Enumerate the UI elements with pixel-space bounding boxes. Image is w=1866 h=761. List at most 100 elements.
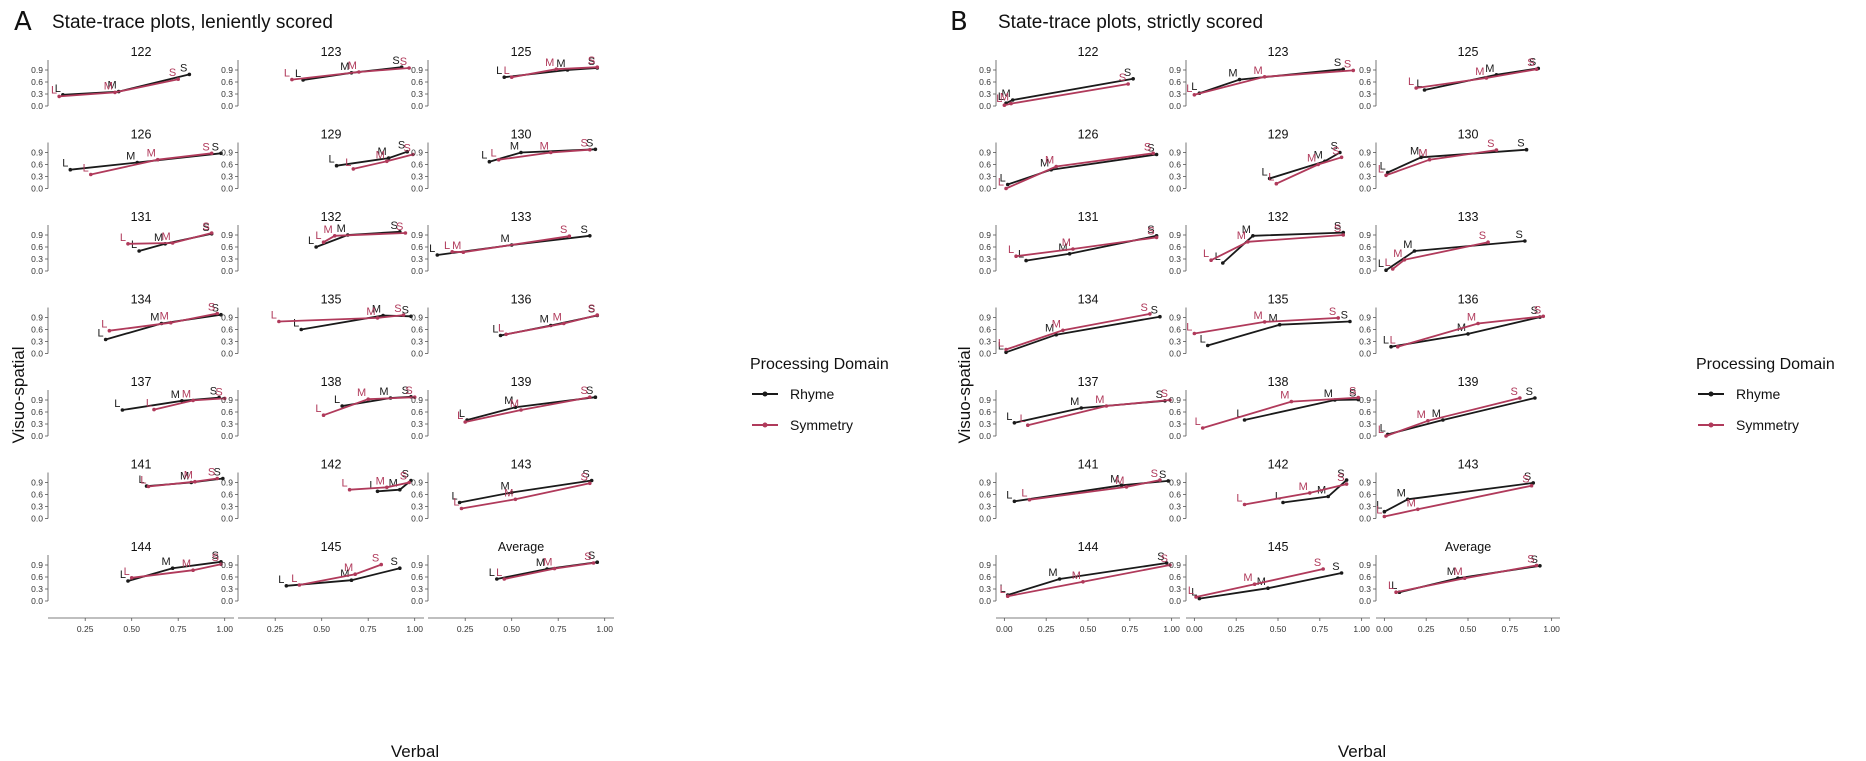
point-label-symmetry: S — [1527, 553, 1534, 565]
point-label-rhyme: S — [1151, 305, 1158, 317]
point-label-rhyme: L — [451, 491, 457, 503]
point-label-rhyme: L — [492, 324, 498, 336]
data-point-rhyme — [1422, 88, 1427, 92]
point-label-symmetry: L — [1388, 580, 1394, 592]
facet-title: 142 — [1268, 458, 1289, 472]
point-label-rhyme: S — [582, 469, 589, 481]
y-tick-label: 0.3 — [1169, 502, 1181, 512]
point-label-rhyme: L — [1376, 500, 1382, 512]
y-tick-label: 0.0 — [31, 431, 43, 441]
series-line-symmetry — [1195, 568, 1324, 598]
facet-title: 135 — [321, 293, 342, 307]
point-label-rhyme: L — [998, 91, 1004, 103]
data-point-symmetry — [1014, 254, 1018, 258]
point-label-symmetry: L — [453, 497, 459, 509]
data-point-rhyme — [1412, 249, 1417, 253]
data-point-symmetry — [1025, 423, 1030, 428]
point-label-symmetry: S — [372, 553, 379, 565]
point-label-rhyme: M — [510, 141, 519, 153]
data-point-symmetry — [1316, 162, 1320, 167]
data-point-symmetry — [1158, 478, 1162, 482]
facet-title: 144 — [1078, 540, 1099, 554]
point-label-symmetry: S — [1522, 474, 1529, 486]
y-tick-label: 0.9 — [1359, 560, 1371, 570]
point-label-rhyme: S — [1531, 554, 1538, 566]
y-tick-label: 0.9 — [1169, 560, 1181, 570]
facet-title: 136 — [1458, 293, 1479, 307]
y-tick-label: 0.3 — [221, 254, 233, 264]
point-label-symmetry: M — [1280, 390, 1289, 402]
x-tick-label: 0.25 — [1038, 624, 1055, 634]
x-tick-label: 0.00 — [996, 624, 1013, 634]
point-label-rhyme: L — [1000, 173, 1006, 185]
data-point-symmetry — [1005, 594, 1010, 598]
y-tick-label: 0.3 — [1359, 502, 1371, 512]
data-point-rhyme — [1382, 509, 1387, 514]
facet-title: 137 — [131, 375, 152, 389]
y-tick-label: 0.6 — [979, 325, 991, 335]
point-label-rhyme: M — [1324, 388, 1333, 400]
point-label-symmetry: L — [498, 322, 504, 334]
point-label-symmetry: M — [1475, 66, 1484, 78]
point-label-symmetry: L — [83, 163, 89, 175]
point-label-rhyme: L — [481, 150, 487, 162]
facet-title: 145 — [321, 540, 342, 554]
y-tick-label: 0.3 — [1359, 172, 1371, 182]
facet-title: 134 — [131, 293, 152, 307]
y-tick-label: 0.9 — [1169, 230, 1181, 240]
y-tick-label: 0.0 — [1169, 266, 1181, 276]
point-label-rhyme: S — [588, 56, 595, 68]
y-tick-label: 0.0 — [31, 101, 43, 111]
data-point-rhyme — [1242, 418, 1247, 422]
point-label-symmetry: L — [51, 84, 57, 96]
y-tick-label: 0.6 — [31, 572, 43, 582]
series-line-symmetry — [1194, 317, 1339, 335]
data-point-rhyme — [126, 579, 130, 583]
point-label-symmetry: M — [1253, 310, 1262, 322]
data-point-rhyme — [409, 314, 413, 319]
data-point-symmetry — [411, 152, 415, 157]
facet-title: 136 — [511, 293, 532, 307]
data-point-symmetry — [1104, 404, 1109, 408]
point-label-symmetry: L — [1186, 83, 1192, 95]
point-label-symmetry: L — [315, 230, 321, 242]
data-point-rhyme — [1154, 152, 1159, 157]
point-label-symmetry: M — [1253, 65, 1262, 77]
y-tick-label: 0.9 — [221, 313, 233, 323]
data-point-rhyme — [1237, 77, 1242, 82]
point-label-symmetry: M — [147, 148, 156, 160]
data-point-rhyme — [386, 156, 391, 160]
facet-title: 125 — [1458, 45, 1479, 59]
data-point-symmetry — [1494, 148, 1499, 152]
panel-b-title: State-trace plots, strictly scored — [998, 12, 1263, 33]
data-point-rhyme — [1205, 343, 1210, 348]
y-tick-label: 0.0 — [221, 596, 233, 606]
data-point-symmetry — [1262, 75, 1267, 79]
data-point-symmetry — [191, 568, 195, 572]
point-label-symmetry: L — [1378, 424, 1384, 436]
y-tick-label: 0.6 — [1359, 572, 1371, 582]
data-point-symmetry — [401, 313, 406, 317]
point-label-rhyme: M — [161, 556, 170, 568]
facet-title: 123 — [321, 45, 342, 59]
point-label-rhyme: M — [150, 312, 159, 324]
point-label-symmetry: S — [394, 303, 401, 315]
point-label-rhyme: S — [1157, 551, 1164, 563]
series-line-symmetry — [465, 396, 590, 423]
y-tick-label: 0.3 — [1359, 89, 1371, 99]
point-label-symmetry: M — [182, 558, 191, 570]
data-point-rhyme — [1164, 561, 1169, 565]
point-label-symmetry: L — [291, 573, 297, 585]
y-tick-label: 0.0 — [221, 101, 233, 111]
y-tick-label: 0.6 — [1169, 325, 1181, 335]
y-tick-label: 0.3 — [1359, 337, 1371, 347]
point-label-symmetry: S — [403, 143, 410, 155]
y-tick-label: 0.9 — [979, 478, 991, 488]
y-tick-label: 0.3 — [411, 419, 423, 429]
point-label-rhyme: S — [390, 556, 397, 568]
point-label-rhyme: S — [390, 220, 397, 232]
data-point-symmetry — [1071, 247, 1075, 251]
y-tick-label: 0.9 — [411, 230, 423, 240]
